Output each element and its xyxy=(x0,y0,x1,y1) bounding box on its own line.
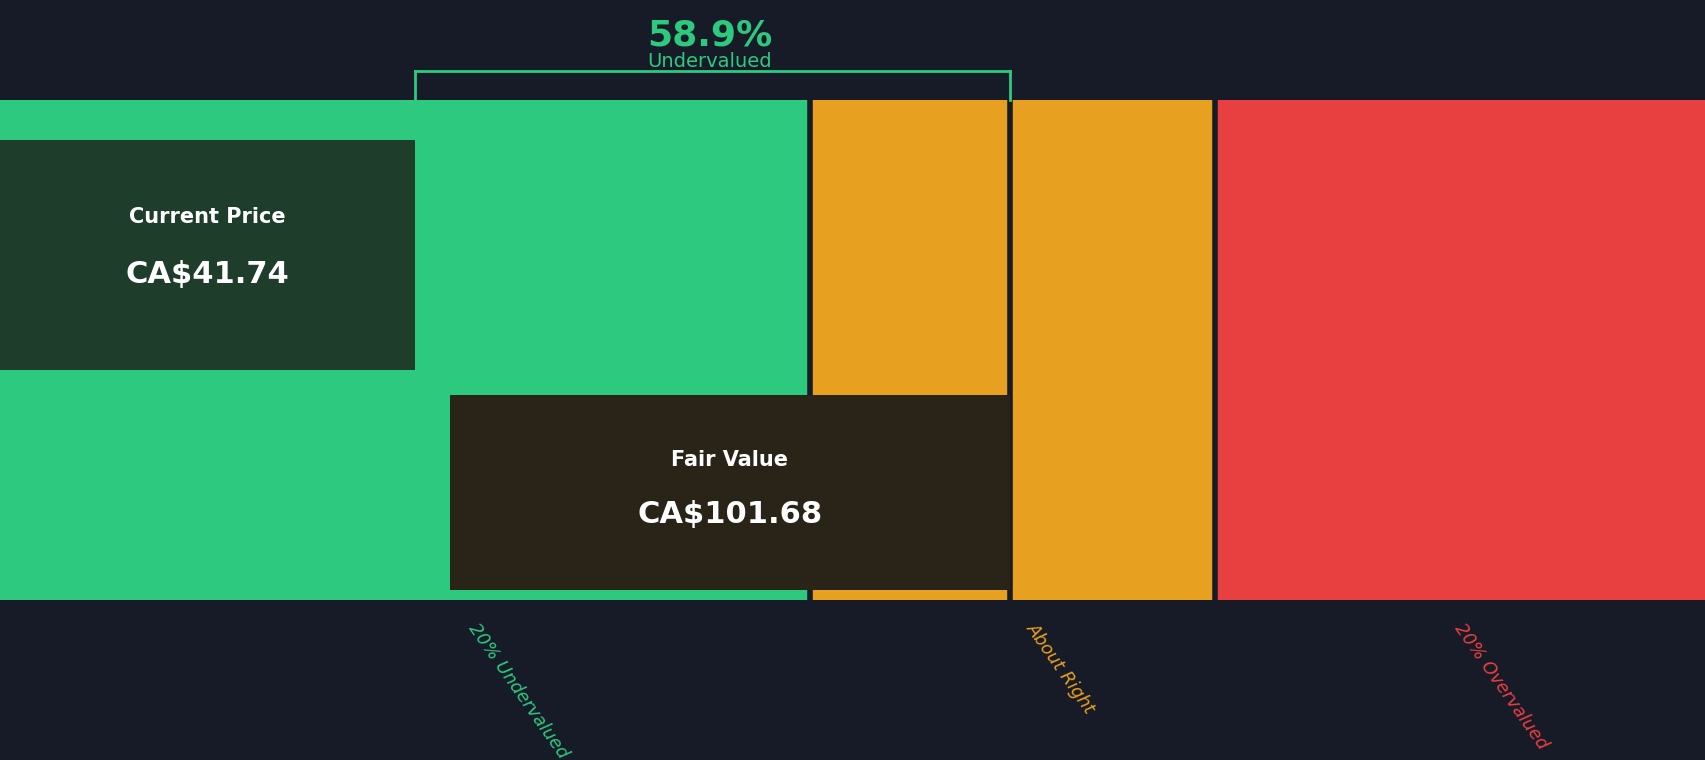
Text: About Right: About Right xyxy=(1021,620,1098,717)
Bar xyxy=(450,395,1009,590)
Text: CA$41.74: CA$41.74 xyxy=(126,261,290,290)
Text: 20% Overvalued: 20% Overvalued xyxy=(1449,620,1550,753)
Text: 20% Undervalued: 20% Undervalued xyxy=(465,620,571,760)
Text: 58.9%: 58.9% xyxy=(646,18,772,52)
Bar xyxy=(0,100,810,600)
Bar xyxy=(1214,100,1705,600)
Text: Current Price: Current Price xyxy=(130,207,286,227)
Bar xyxy=(810,100,1214,600)
Bar xyxy=(0,140,414,370)
Text: Undervalued: Undervalued xyxy=(648,52,772,71)
Text: CA$101.68: CA$101.68 xyxy=(638,500,822,529)
Text: Fair Value: Fair Value xyxy=(672,451,788,470)
